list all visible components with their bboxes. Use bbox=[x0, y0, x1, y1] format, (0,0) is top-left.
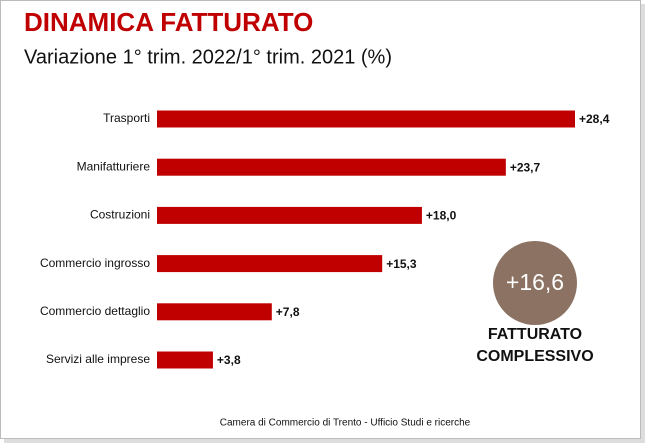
chart-subtitle: Variazione 1° trim. 2022/1° trim. 2021 (… bbox=[24, 46, 392, 68]
value-label: +28,4 bbox=[579, 112, 610, 126]
bar bbox=[157, 110, 575, 128]
bar bbox=[157, 158, 506, 176]
value-label: +3,8 bbox=[217, 353, 241, 367]
value-label: +18,0 bbox=[426, 209, 457, 223]
frame-shadow bbox=[641, 4, 645, 443]
frame-shadow bbox=[4, 439, 645, 443]
bar bbox=[157, 351, 213, 369]
source: Camera di Commercio di Trento - Ufficio … bbox=[220, 418, 471, 429]
total-label: FATTURATO COMPLESSIVO bbox=[476, 326, 594, 365]
bar bbox=[157, 303, 272, 321]
category-label: Trasporti bbox=[103, 111, 150, 125]
category-label: Servizi alle imprese bbox=[46, 352, 150, 366]
category-label: Costruzioni bbox=[90, 208, 150, 222]
value-label: +23,7 bbox=[510, 160, 541, 174]
category-label: Commercio ingrosso bbox=[40, 256, 150, 270]
chart-title: DINAMICA FATTURATO bbox=[24, 7, 313, 37]
bar bbox=[157, 206, 422, 224]
bar bbox=[157, 255, 383, 273]
value-label: +7,8 bbox=[276, 305, 300, 319]
category-label: Commercio dettaglio bbox=[40, 304, 150, 318]
value-label: +15,3 bbox=[386, 257, 417, 271]
total-circle bbox=[493, 241, 577, 325]
category-label: Manifatturiere bbox=[77, 159, 151, 173]
total-value: +16,6 bbox=[506, 269, 564, 295]
